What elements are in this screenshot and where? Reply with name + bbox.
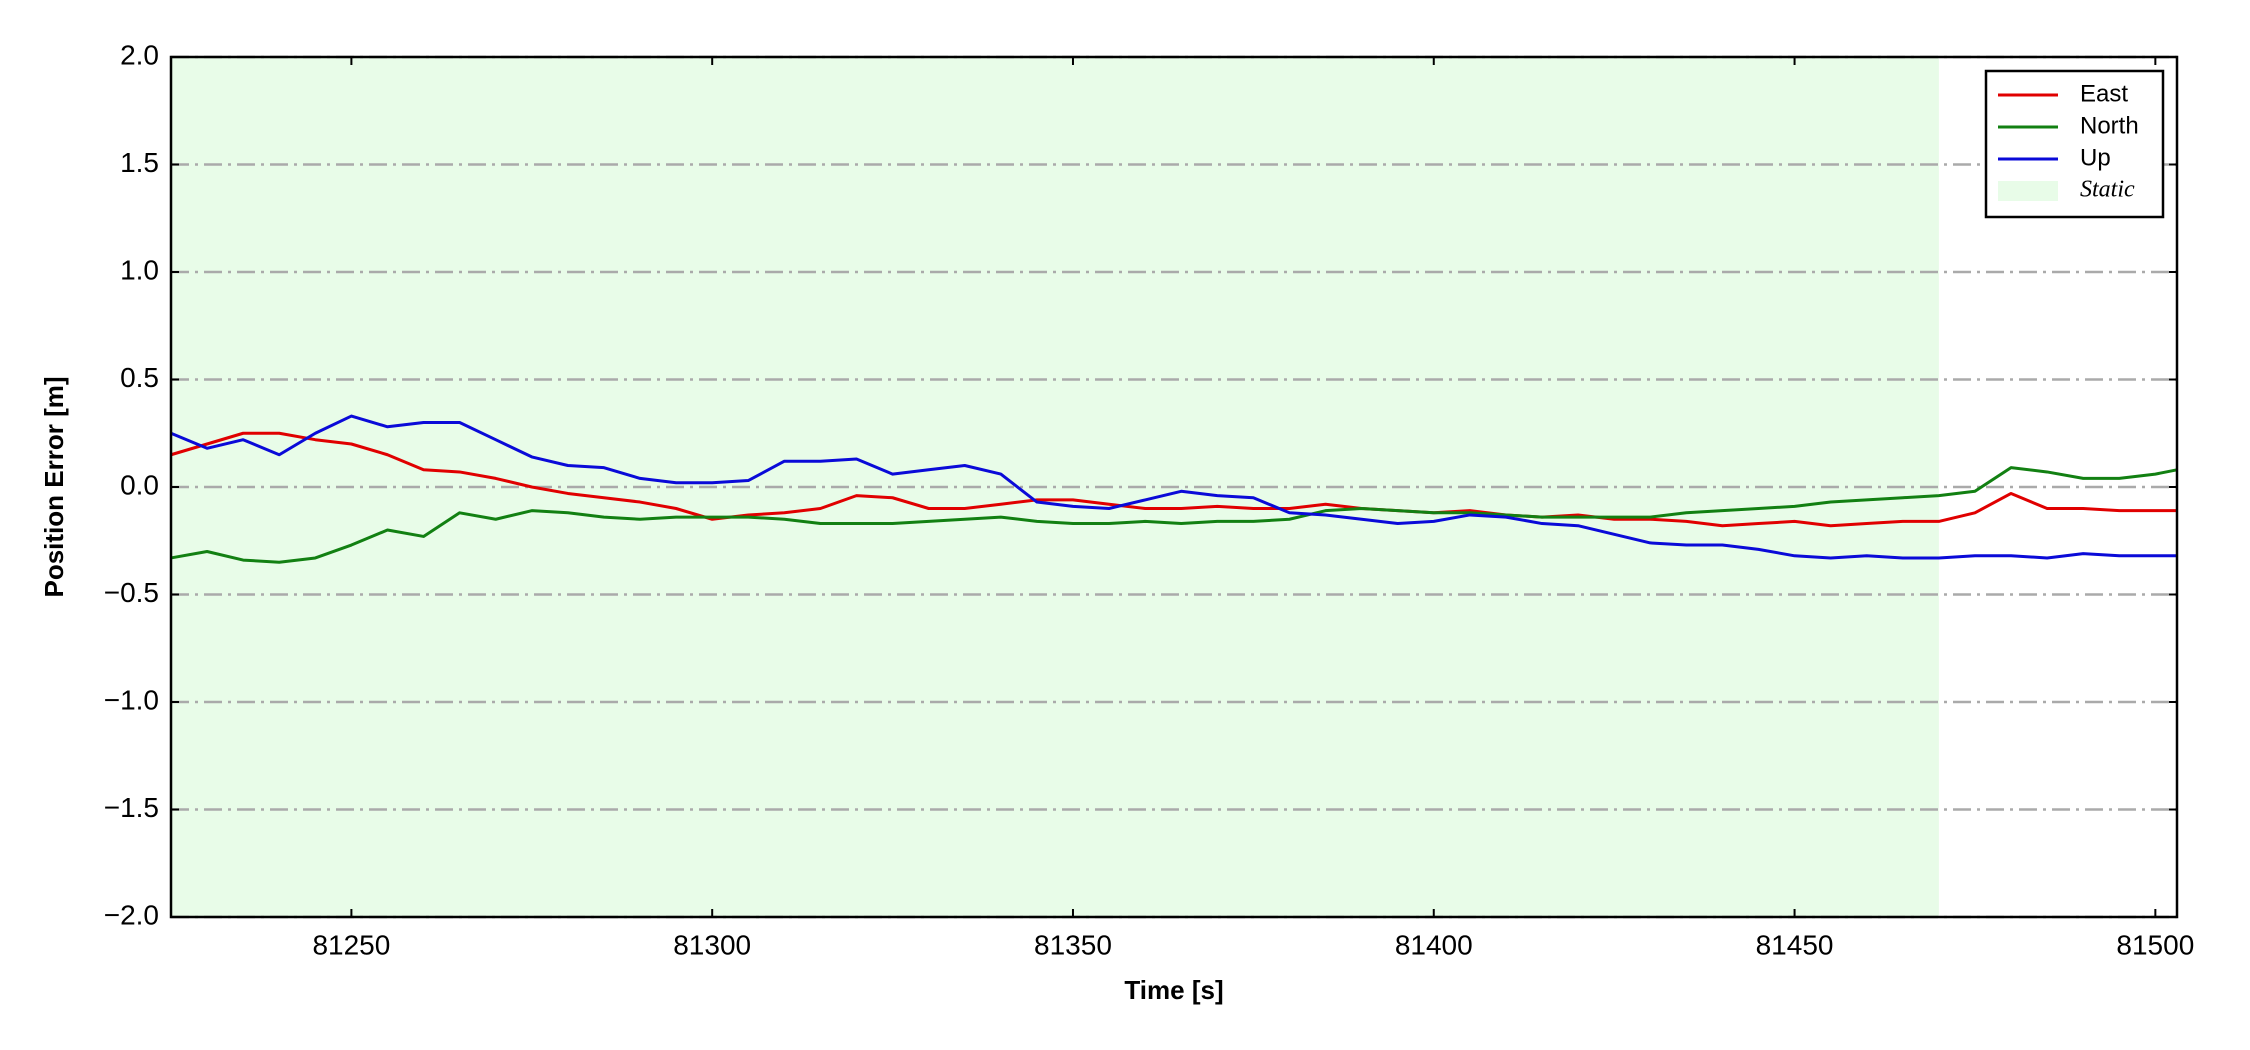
y-tick-label: 1.5: [120, 147, 159, 178]
data-line: [170, 466, 2178, 564]
x-tick-label: 81300: [673, 929, 751, 960]
legend-label: Static: [2080, 177, 2135, 203]
y-tick-label: −1.5: [104, 792, 159, 823]
x-tick-label: 81250: [312, 929, 390, 960]
y-tick-label: −1.0: [104, 684, 159, 715]
legend-label: East: [2080, 80, 2128, 107]
legend: East North Up Static: [1984, 69, 2165, 219]
data-line: [170, 414, 2177, 560]
x-tick-label: 81400: [1395, 929, 1473, 960]
y-tick-label: 0.0: [120, 469, 159, 500]
plot-frame: [169, 55, 2179, 919]
y-tick-label: −2.0: [104, 899, 159, 930]
legend-swatch: [1998, 181, 2058, 201]
x-tick-label: 81450: [1756, 929, 1834, 960]
y-tick-label: 0.5: [120, 362, 159, 393]
legend-label: Up: [2080, 144, 2111, 171]
y-tick-label: 2.0: [120, 39, 159, 70]
x-tick-label: 81500: [2116, 929, 2194, 960]
legend-label: North: [2080, 112, 2139, 139]
y-tick-label: 1.0: [120, 254, 159, 285]
x-tick-label: 81350: [1034, 929, 1112, 960]
data-line: [170, 431, 2177, 528]
y-tick-label: −0.5: [104, 577, 159, 608]
x-axis-label: Time [s]: [1124, 975, 1223, 1005]
y-axis-label: Position Error [m]: [39, 376, 69, 597]
